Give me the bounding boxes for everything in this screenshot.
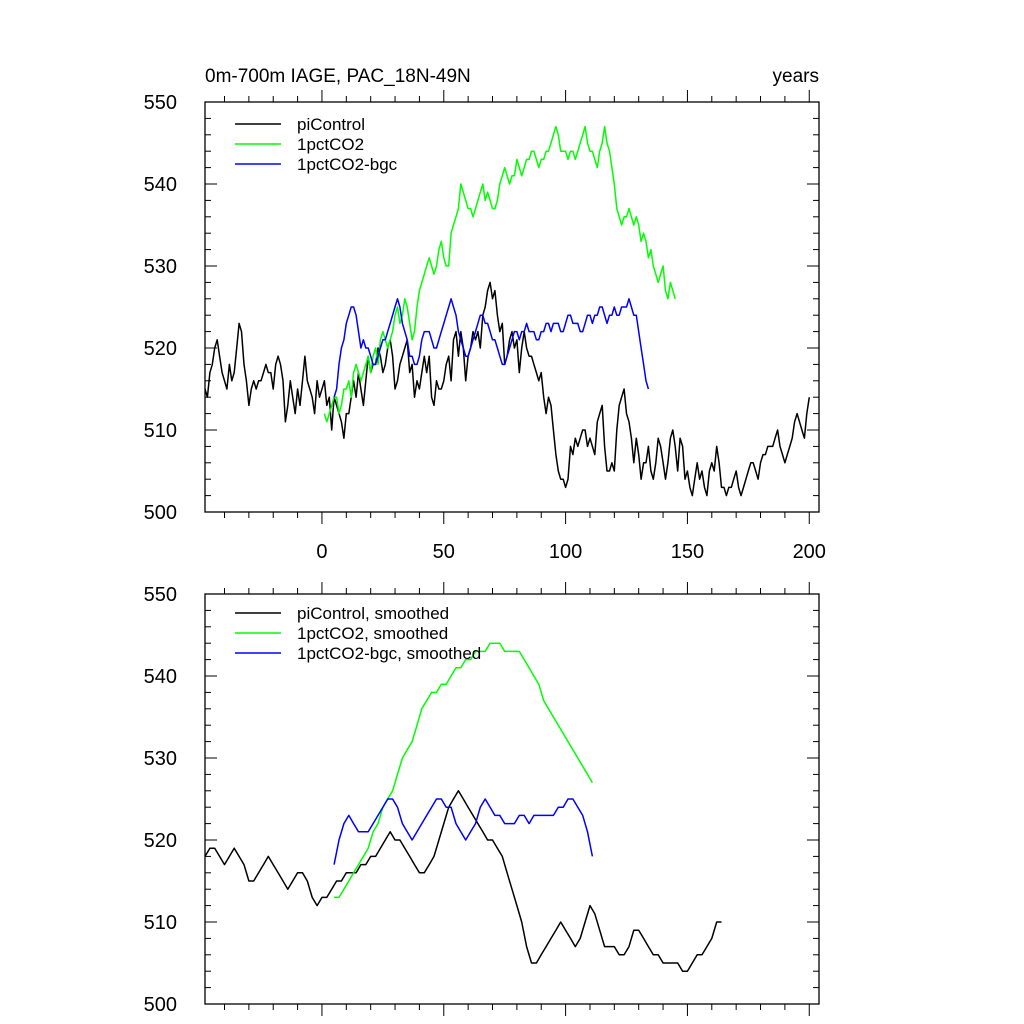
- bottom-legend-label: 1pctCO2, smoothed: [297, 624, 448, 643]
- top-series-1pctco2-bgc: [333, 298, 650, 398]
- top-y-tick-label: 550: [144, 92, 177, 114]
- top-x-tick-labels: 0 50 100 150 200: [316, 541, 826, 563]
- bottom-y-tick-label: 530: [144, 748, 177, 770]
- top-series-lines: [204, 125, 811, 497]
- bottom-y-tick-label: 540: [144, 666, 177, 688]
- bottom-y-tick-label: 550: [144, 584, 177, 606]
- bottom-plot-frame: [204, 593, 820, 1005]
- top-y-tick-label: 540: [144, 174, 177, 196]
- top-y-tick-label: 500: [144, 502, 177, 524]
- top-x-tick-label: 200: [793, 541, 826, 563]
- top-legend-label: piControl: [297, 115, 365, 134]
- bottom-series-1pctco2-bgc-smoothed: [333, 798, 594, 865]
- bottom-y-tick-label: 500: [144, 994, 177, 1016]
- top-y-tick-label: 530: [144, 256, 177, 278]
- top-legend-label: 1pctCO2-bgc: [297, 155, 398, 174]
- top-y-tick-labels: 500 510 520 530 540 550: [144, 92, 177, 524]
- top-x-tick-label: 150: [671, 541, 704, 563]
- bottom-ticks: [205, 582, 819, 1016]
- top-series-1pctco2: [323, 125, 676, 423]
- top-legend-label: 1pctCO2: [297, 135, 364, 154]
- bottom-y-tick-labels: 500 510 520 530 540 550: [144, 584, 177, 1016]
- bottom-series-lines: [204, 642, 722, 972]
- top-series-picontrol: [204, 281, 811, 497]
- top-panel: 0m-700m IAGE, PAC_18N-49N years 50051052…: [144, 66, 826, 563]
- top-y-tick-label: 510: [144, 420, 177, 442]
- top-plot-frame: [204, 101, 820, 513]
- top-ticks: [205, 90, 819, 524]
- top-title-left: 0m-700m IAGE, PAC_18N-49N: [205, 66, 471, 87]
- bottom-legend-label: piControl, smoothed: [297, 604, 449, 623]
- bottom-series-1pctco2-smoothed: [334, 642, 594, 899]
- top-y-tick-label: 520: [144, 338, 177, 360]
- top-x-tick-label: 100: [549, 541, 582, 563]
- bottom-y-tick-label: 510: [144, 912, 177, 934]
- bottom-series-picontrol-smoothed: [204, 790, 722, 972]
- top-x-tick-label: 0: [316, 541, 327, 563]
- top-title-right: years: [773, 66, 819, 87]
- bottom-y-tick-label: 520: [144, 830, 177, 852]
- top-x-tick-label: 50: [433, 541, 455, 563]
- bottom-legend-label: 1pctCO2-bgc, smoothed: [297, 644, 481, 663]
